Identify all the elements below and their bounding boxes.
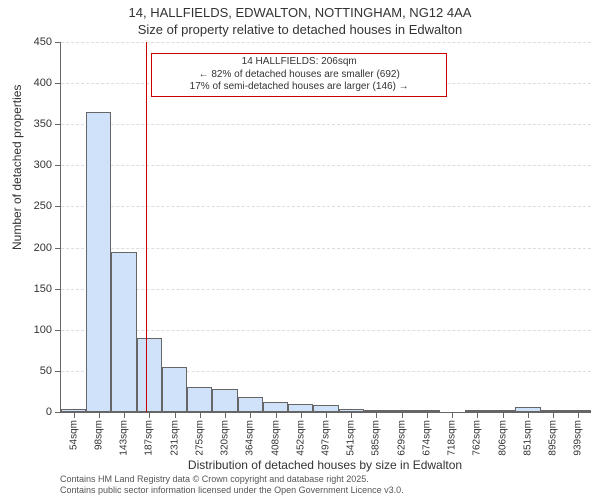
x-tick (301, 412, 302, 418)
histogram-plot: 54sqm98sqm143sqm187sqm231sqm275sqm320sqm… (60, 42, 591, 413)
x-tick (99, 412, 100, 418)
x-tick-label: 718sqm (447, 420, 458, 456)
y-tick-label: 100 (0, 324, 52, 336)
x-tick-label: 541sqm (346, 420, 357, 456)
x-tick-label: 806sqm (497, 420, 508, 456)
annotation-line2: ← 82% of detached houses are smaller (69… (156, 69, 442, 82)
gridline (61, 330, 591, 331)
footer-line2: Contains public sector information licen… (60, 485, 404, 496)
x-tick-label: 674sqm (421, 420, 432, 456)
gridline (61, 289, 591, 290)
y-tick-label: 300 (0, 159, 52, 171)
x-tick (225, 412, 226, 418)
x-tick-label: 585sqm (371, 420, 382, 456)
y-tick (55, 248, 61, 249)
x-tick (503, 412, 504, 418)
title-line1: 14, HALLFIELDS, EDWALTON, NOTTINGHAM, NG… (0, 5, 600, 20)
x-tick (250, 412, 251, 418)
y-tick (55, 165, 61, 166)
annotation-line1: 14 HALLFIELDS: 206sqm (156, 56, 442, 69)
histogram-bar (187, 387, 212, 412)
histogram-bar (288, 404, 313, 412)
x-tick-label: 143sqm (119, 420, 130, 456)
annotation-box: 14 HALLFIELDS: 206sqm← 82% of detached h… (151, 53, 447, 97)
y-tick (55, 206, 61, 207)
x-tick (124, 412, 125, 418)
y-tick-label: 200 (0, 242, 52, 254)
x-tick-label: 408sqm (270, 420, 281, 456)
x-tick-label: 98sqm (93, 420, 104, 450)
property-marker-line (146, 42, 147, 412)
x-tick (200, 412, 201, 418)
x-tick (553, 412, 554, 418)
x-tick (74, 412, 75, 418)
footer-attribution: Contains HM Land Registry data © Crown c… (60, 474, 404, 497)
y-tick (55, 289, 61, 290)
histogram-bar (86, 112, 111, 412)
footer-line1: Contains HM Land Registry data © Crown c… (60, 474, 404, 485)
y-tick-label: 350 (0, 118, 52, 130)
x-tick-label: 497sqm (321, 420, 332, 456)
y-tick-label: 50 (0, 365, 52, 377)
x-tick-label: 231sqm (169, 420, 180, 456)
y-tick-label: 150 (0, 283, 52, 295)
y-tick-label: 0 (0, 406, 52, 418)
x-tick (477, 412, 478, 418)
y-tick (55, 124, 61, 125)
histogram-bar (111, 252, 136, 412)
x-tick (452, 412, 453, 418)
x-tick (175, 412, 176, 418)
title-line2: Size of property relative to detached ho… (0, 22, 600, 37)
x-tick (427, 412, 428, 418)
x-tick-label: 939sqm (573, 420, 584, 456)
y-tick (55, 371, 61, 372)
histogram-bar (238, 397, 263, 412)
x-tick (351, 412, 352, 418)
gridline (61, 42, 591, 43)
histogram-bar (263, 402, 288, 412)
x-tick-label: 452sqm (295, 420, 306, 456)
annotation-line3: 17% of semi-detached houses are larger (… (156, 81, 442, 94)
histogram-bar (212, 389, 237, 412)
y-tick (55, 412, 61, 413)
gridline (61, 124, 591, 125)
y-tick (55, 83, 61, 84)
x-tick (149, 412, 150, 418)
x-tick (402, 412, 403, 418)
x-tick-label: 629sqm (396, 420, 407, 456)
x-tick (578, 412, 579, 418)
x-tick (376, 412, 377, 418)
y-tick (55, 330, 61, 331)
x-tick-label: 895sqm (548, 420, 559, 456)
x-tick-label: 762sqm (472, 420, 483, 456)
y-tick-label: 400 (0, 77, 52, 89)
histogram-bar (162, 367, 187, 412)
y-tick-label: 450 (0, 36, 52, 48)
gridline (61, 206, 591, 207)
gridline (61, 165, 591, 166)
x-tick-label: 364sqm (245, 420, 256, 456)
histogram-bar (137, 338, 162, 412)
x-tick-label: 187sqm (144, 420, 155, 456)
x-tick-label: 275sqm (194, 420, 205, 456)
x-axis-label: Distribution of detached houses by size … (60, 458, 590, 472)
x-tick (528, 412, 529, 418)
x-tick-label: 851sqm (522, 420, 533, 456)
x-tick-label: 320sqm (220, 420, 231, 456)
gridline (61, 248, 591, 249)
x-tick (276, 412, 277, 418)
y-tick (55, 42, 61, 43)
x-tick-label: 54sqm (68, 420, 79, 450)
y-tick-label: 250 (0, 200, 52, 212)
x-tick (326, 412, 327, 418)
